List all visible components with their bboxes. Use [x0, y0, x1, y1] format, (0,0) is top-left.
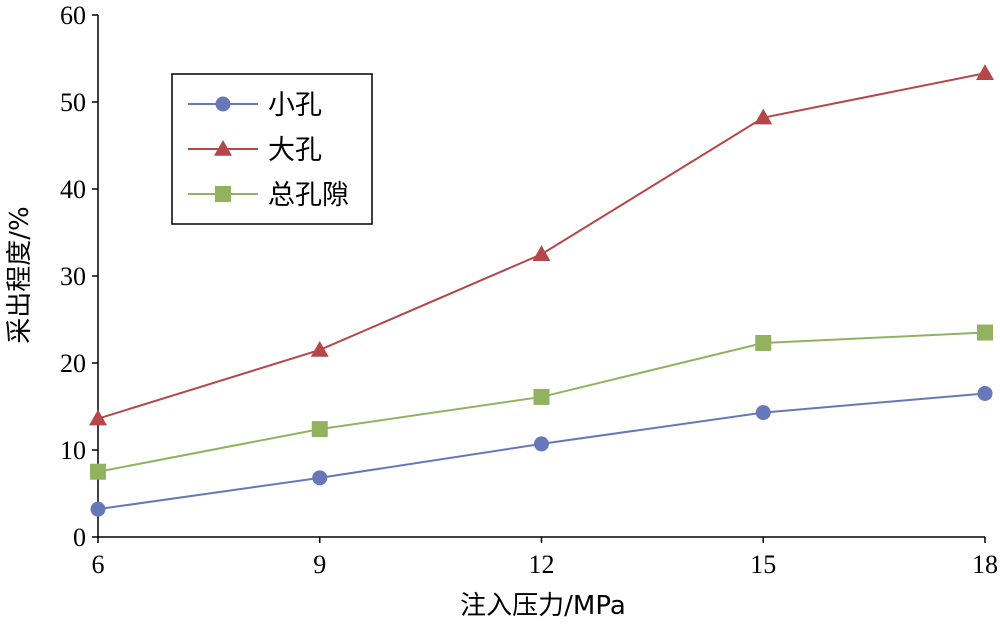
y-axis-ticks: 0 10 20 30 40 50 60	[60, 1, 98, 552]
y-axis-title: 采出程度/%	[5, 206, 35, 343]
data-point-circle	[755, 405, 771, 421]
data-point-triangle	[89, 409, 107, 426]
data-point-triangle	[976, 64, 994, 81]
x-tick-label: 18	[972, 550, 998, 579]
legend-label: 大孔	[268, 135, 322, 166]
data-point-circle	[90, 501, 106, 517]
series-square	[90, 324, 993, 480]
series-triangle	[89, 64, 994, 426]
x-tick-label: 9	[313, 550, 326, 579]
y-tick-label: 50	[60, 88, 86, 117]
legend-label: 小孔	[268, 90, 322, 121]
data-point-circle	[534, 436, 549, 452]
x-tick-label: 15	[750, 550, 776, 579]
data-point-square	[755, 334, 772, 351]
data-point-triangle	[532, 245, 551, 261]
legend-marker-square	[215, 186, 231, 202]
data-point-square	[311, 421, 328, 438]
y-tick-label: 40	[60, 175, 86, 204]
y-tick-label: 30	[60, 262, 86, 291]
x-axis-title: 注入压力/MPa	[460, 591, 626, 621]
legend-marker-circle	[215, 96, 231, 112]
x-tick-label: 6	[92, 550, 105, 579]
data-point-circle	[312, 470, 328, 486]
x-axis-ticks: 6 9 12 15 18	[92, 537, 998, 579]
series-layer	[89, 64, 994, 517]
legend-marker-triangle	[214, 140, 232, 156]
legend-label: 总孔隙	[268, 180, 349, 211]
y-tick-label: 20	[60, 349, 86, 378]
data-point-square	[90, 463, 106, 480]
series-circle	[90, 385, 993, 517]
data-point-triangle	[310, 340, 329, 357]
data-point-square	[977, 324, 993, 341]
y-tick-label: 60	[60, 1, 86, 30]
data-point-circle	[977, 385, 993, 401]
data-point-triangle	[754, 108, 773, 125]
y-tick-label: 0	[73, 523, 86, 552]
y-tick-label: 10	[60, 436, 86, 465]
x-tick-label: 12	[529, 550, 555, 579]
data-point-square	[533, 388, 550, 405]
